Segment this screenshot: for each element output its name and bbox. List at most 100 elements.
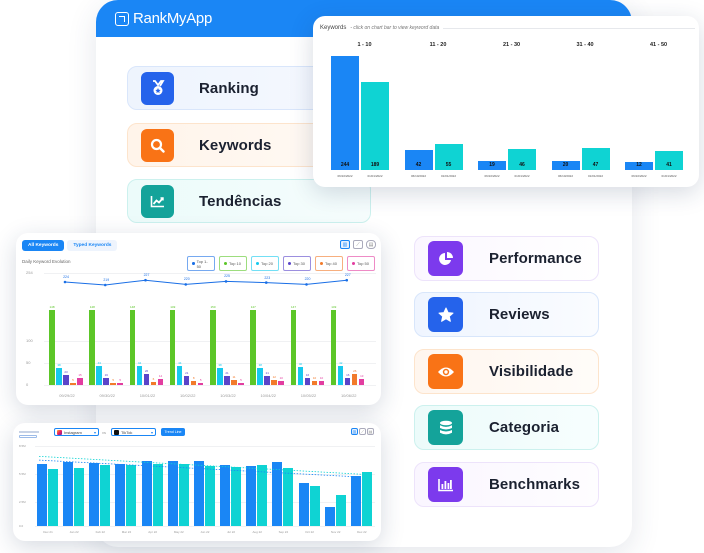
logo[interactable]: RankMyApp	[115, 10, 212, 27]
legend-item[interactable]: Top 50	[347, 256, 375, 271]
chart-bar[interactable]	[304, 377, 310, 385]
chart-bar[interactable]	[324, 507, 335, 526]
chart-bar[interactable]	[358, 379, 365, 385]
chart-bar[interactable]	[157, 378, 163, 385]
chart-bar[interactable]	[178, 463, 189, 526]
chart-bar[interactable]	[264, 375, 270, 385]
chart-bar[interactable]	[361, 472, 372, 526]
chart-bar[interactable]	[100, 464, 111, 526]
chart-bar[interactable]	[37, 463, 47, 526]
app-a-select[interactable]: Instagram ▾	[54, 428, 99, 436]
chart-bar[interactable]	[197, 382, 204, 385]
legend-item[interactable]: Top 30	[283, 256, 311, 271]
chart-bar[interactable]	[272, 462, 283, 526]
chart-bar[interactable]	[220, 464, 231, 526]
chart-bar[interactable]	[297, 367, 303, 385]
chart-bar[interactable]	[271, 379, 277, 385]
chart-bar[interactable]	[89, 310, 95, 385]
line-chart-toggle-icon[interactable]: ⟋	[359, 428, 366, 435]
app-b-select[interactable]: TikTok ▾	[111, 428, 156, 436]
chart-bar[interactable]	[56, 368, 62, 385]
chart-bar[interactable]	[224, 375, 230, 385]
keyword-bar[interactable]: 12 06/10/2022	[625, 162, 653, 178]
chart-bar[interactable]	[351, 373, 358, 385]
chart-bar[interactable]	[231, 380, 237, 385]
chart-bar[interactable]	[110, 382, 116, 385]
chart-bar[interactable]	[167, 461, 178, 526]
chart-bar[interactable]	[89, 462, 100, 526]
chart-bar[interactable]	[49, 310, 55, 385]
chart-bar[interactable]	[298, 482, 309, 526]
chart-bar[interactable]	[136, 365, 142, 385]
chart-bar[interactable]	[238, 382, 244, 385]
line-chart-toggle-icon[interactable]: ⟋	[353, 240, 363, 249]
keyword-bar[interactable]: 189 01/01/2022	[361, 81, 389, 178]
card-visibilidade[interactable]: Visibilidade	[414, 349, 599, 394]
chart-bar[interactable]	[183, 375, 190, 385]
bar-chart-toggle-icon[interactable]: ▥	[340, 240, 350, 249]
chart-bar[interactable]	[290, 310, 296, 385]
card-reviews[interactable]: Reviews	[414, 292, 599, 337]
chart-bar[interactable]	[176, 365, 183, 385]
trend-line-button[interactable]: Trend Line	[161, 428, 185, 436]
chart-bar[interactable]	[190, 381, 197, 385]
chart-bar[interactable]	[257, 368, 263, 385]
keyword-bar[interactable]: 47 01/01/2022	[581, 148, 610, 178]
chart-bar[interactable]	[250, 310, 256, 385]
legend-item[interactable]: Top 1-50	[187, 256, 215, 271]
card-benchmarks[interactable]: Benchmarks	[414, 462, 599, 507]
bar-chart-toggle-icon[interactable]: ▥	[351, 428, 358, 435]
chart-bar[interactable]	[103, 377, 109, 385]
keyword-bar[interactable]: 42 06/10/2022	[404, 150, 433, 178]
chart-bar[interactable]	[257, 464, 268, 526]
tab-typed-keywords[interactable]: Typed Keywords	[67, 240, 118, 251]
chart-bar[interactable]	[350, 476, 361, 526]
keyword-bar[interactable]: 41 01/01/2022	[655, 150, 683, 178]
legend-item[interactable]: Top 40	[315, 256, 343, 271]
chart-bar[interactable]	[337, 366, 344, 385]
card-categoria[interactable]: Categoria	[414, 405, 599, 450]
keyword-bar[interactable]: 46 01/01/2022	[508, 148, 536, 178]
export-icon[interactable]: ▤	[367, 428, 374, 435]
card-tendencias[interactable]: Tendências	[127, 179, 371, 223]
chart-bar[interactable]	[77, 378, 83, 385]
chart-bar[interactable]	[217, 368, 223, 385]
chart-bar[interactable]	[309, 485, 320, 526]
chart-bar[interactable]	[70, 382, 76, 385]
legend-item[interactable]: Top 20	[251, 256, 279, 271]
chart-bar[interactable]	[204, 465, 215, 526]
keyword-bar[interactable]: 20 06/10/2022	[551, 160, 580, 178]
chart-bar[interactable]	[48, 468, 58, 526]
legend-item[interactable]: Top 10	[219, 256, 247, 271]
chart-bar[interactable]	[231, 466, 242, 526]
chart-bar[interactable]	[96, 366, 102, 385]
card-performance[interactable]: Performance	[414, 236, 599, 281]
chart-bar[interactable]	[117, 382, 123, 385]
tab-all-keywords[interactable]: All Keywords	[22, 240, 65, 251]
chart-bar[interactable]	[129, 310, 135, 385]
chart-bar[interactable]	[344, 377, 351, 385]
chart-bar[interactable]	[143, 373, 149, 385]
chart-bar[interactable]	[63, 462, 74, 526]
keyword-bar[interactable]: 244 06/10/2022	[331, 56, 359, 178]
chart-bar[interactable]	[169, 310, 176, 385]
chart-bar[interactable]	[330, 310, 337, 385]
keyword-bar[interactable]: 55 01/01/2022	[434, 144, 463, 178]
chart-bar[interactable]	[126, 464, 137, 526]
chart-bar[interactable]	[210, 310, 216, 385]
chart-bar[interactable]	[115, 463, 126, 526]
chart-bar[interactable]	[283, 467, 294, 526]
chart-bar[interactable]	[335, 494, 346, 526]
keyword-bar[interactable]: 19 06/10/2022	[478, 161, 506, 178]
chart-bar[interactable]	[150, 382, 156, 385]
chart-bar[interactable]	[63, 374, 69, 385]
chart-bar[interactable]	[318, 380, 324, 385]
chart-bar[interactable]	[193, 461, 204, 526]
chart-bar[interactable]	[74, 467, 85, 526]
export-icon[interactable]: ▤	[366, 240, 376, 249]
chart-bar[interactable]	[141, 461, 152, 526]
chart-bar[interactable]	[278, 380, 284, 385]
chart-bar[interactable]	[246, 465, 257, 526]
chart-bar[interactable]	[152, 463, 163, 526]
chart-bar[interactable]	[311, 380, 317, 385]
